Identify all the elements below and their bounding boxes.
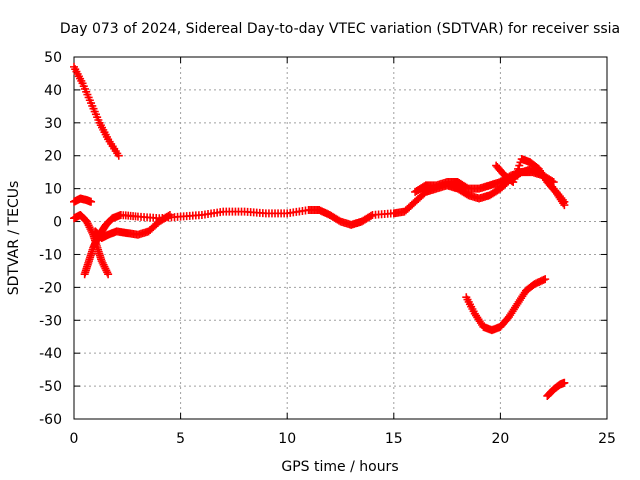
- series-arc-2: [70, 194, 96, 206]
- x-tick-label: 15: [385, 431, 403, 447]
- y-tick-label: 10: [44, 182, 62, 198]
- y-tick-label: -50: [39, 379, 62, 395]
- axis-ticks: 0 5 10 15 20 25 50 40 30 20 10 0 -10 -20 -30 -40 -50 -60: [39, 50, 616, 447]
- x-tick-label: 25: [598, 431, 616, 447]
- y-tick-label: 40: [44, 83, 62, 99]
- x-axis-title: GPS time / hours: [281, 459, 398, 475]
- y-tick-label: 50: [44, 50, 62, 66]
- data-point: [104, 270, 113, 279]
- y-tick-label: 0: [53, 215, 62, 231]
- x-tick-label: 5: [176, 431, 185, 447]
- series-arc-5: [91, 210, 174, 242]
- plot-frame: [73, 56, 608, 420]
- chart-title: Day 073 of 2024, Sidereal Day-to-day VTE…: [60, 21, 620, 37]
- data-point: [366, 211, 375, 220]
- y-tick-label: -40: [39, 346, 62, 362]
- x-tick-label: 20: [491, 431, 509, 447]
- y-tick-label: -30: [39, 313, 62, 329]
- y-tick-label: 20: [44, 149, 62, 165]
- data-point: [560, 378, 569, 387]
- y-tick-label: 30: [44, 116, 62, 132]
- y-tick-label: -60: [39, 412, 62, 428]
- y-tick-label: -20: [39, 280, 62, 296]
- grid-lines: [74, 57, 607, 419]
- series-arc-1: [70, 62, 123, 160]
- data-point: [164, 211, 173, 220]
- data-layer: [70, 62, 569, 400]
- data-point: [541, 275, 550, 284]
- data-point: [87, 197, 96, 206]
- x-tick-label: 0: [70, 431, 79, 447]
- y-tick-label: -10: [39, 247, 62, 263]
- data-point: [560, 201, 569, 210]
- y-axis-title: SDTVAR / TECUs: [6, 181, 22, 296]
- x-tick-label: 10: [278, 431, 296, 447]
- data-point: [165, 210, 174, 219]
- series-arc-9: [543, 378, 569, 400]
- data-point: [114, 151, 123, 160]
- series-arc-7: [492, 155, 569, 210]
- series-arc-8: [462, 275, 550, 335]
- series-arc-4: [80, 164, 569, 279]
